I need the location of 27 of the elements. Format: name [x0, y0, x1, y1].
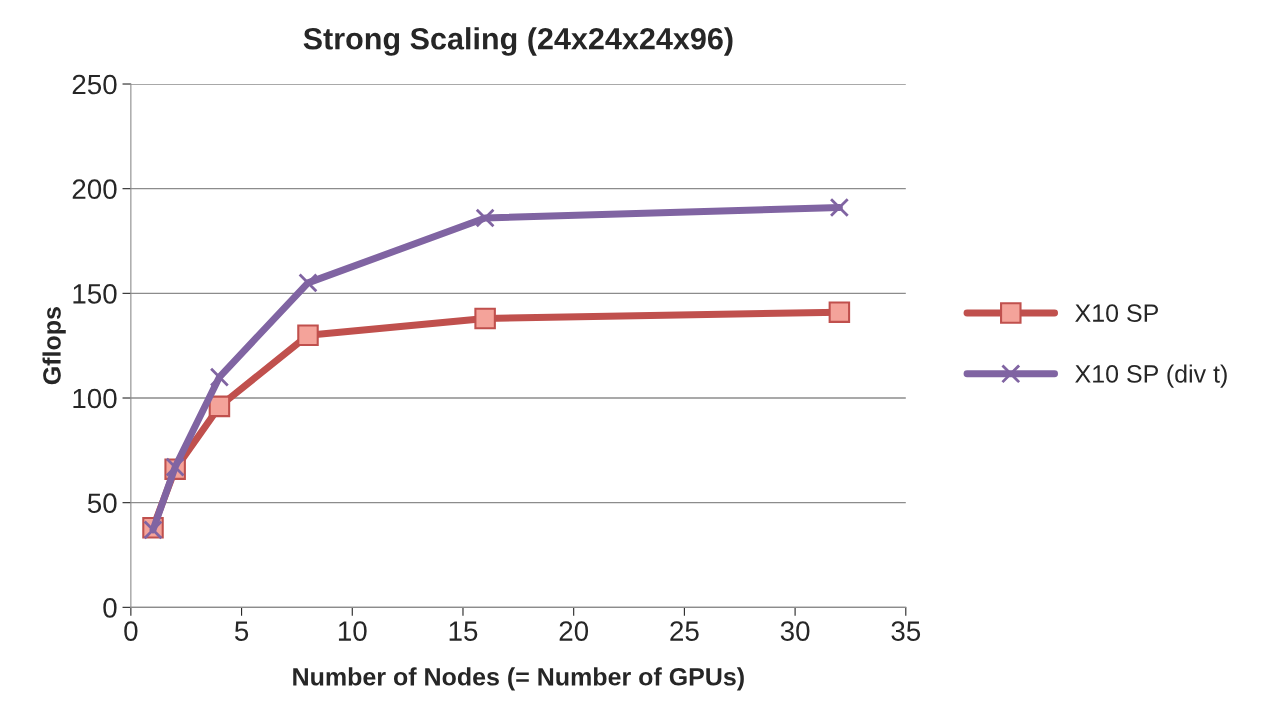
- x-tick-label: 20: [559, 621, 589, 641]
- y-tick-label: 200: [72, 179, 117, 200]
- x-tick-label: 25: [670, 621, 699, 641]
- point: [209, 367, 230, 387]
- point: [828, 301, 851, 323]
- point: [297, 324, 319, 346]
- x-tick-label: 10: [338, 621, 367, 641]
- point: [298, 273, 318, 293]
- y-tick-label: 50: [87, 493, 117, 514]
- y-tick-label: 0: [103, 598, 117, 618]
- x-tick-label: 35: [891, 621, 921, 641]
- legend-label: X10 SP (div t): [1075, 364, 1227, 388]
- y-tick-label: 150: [73, 284, 117, 304]
- x-tick-label: 5: [234, 621, 249, 641]
- x-tick-label: 30: [780, 621, 810, 641]
- point: [829, 197, 850, 218]
- point: [208, 395, 231, 418]
- y-axis-title: Gflops: [42, 307, 66, 385]
- x-tick-label: 15: [449, 621, 478, 641]
- legend-label: X10 SP: [1075, 304, 1158, 322]
- x-tick-label: 0: [124, 621, 138, 641]
- chart-title: Strong Scaling (24x24x24x96): [303, 27, 733, 56]
- y-tick-label: 100: [73, 388, 117, 409]
- x-axis-title: Number of Nodes (= Number of GPUs): [293, 667, 744, 691]
- point: [475, 208, 495, 228]
- y-tick-label: 250: [72, 74, 117, 95]
- point: [474, 307, 496, 330]
